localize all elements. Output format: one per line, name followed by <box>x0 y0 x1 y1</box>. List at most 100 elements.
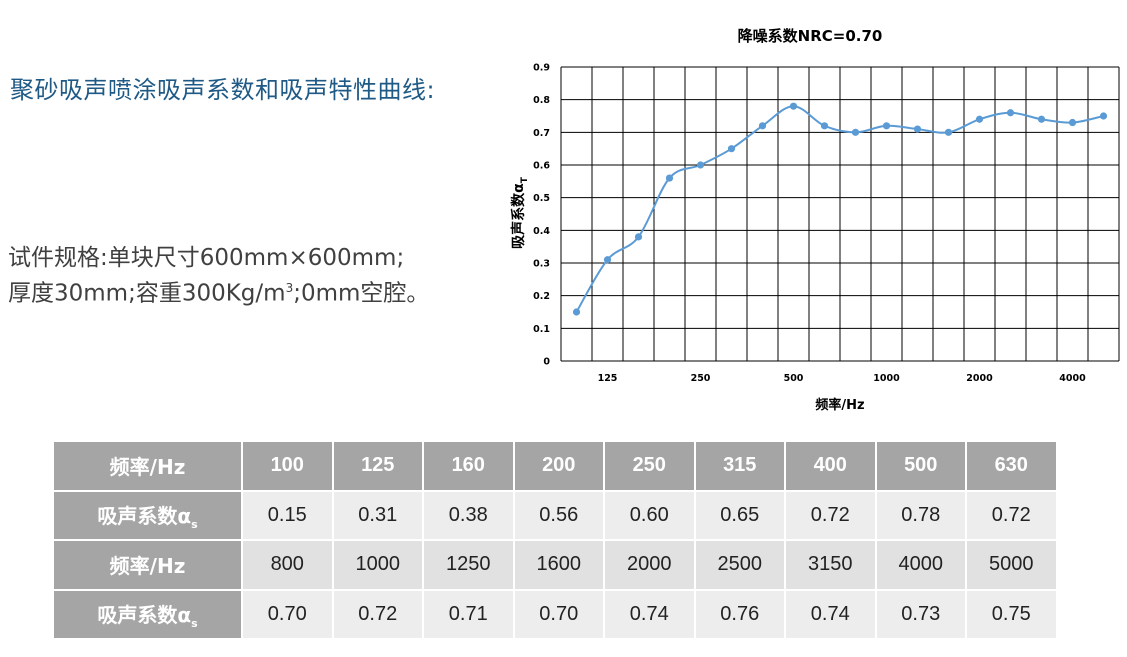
y-tick-label: 0.7 <box>533 128 550 139</box>
table-cell: 0.56 <box>512 489 605 541</box>
spec-superscript: 3 <box>285 281 294 295</box>
table-cell: 4000 <box>874 539 967 591</box>
coef-header-label: 吸声系数α <box>97 602 192 627</box>
table-row-frequency-2: 频率/Hz 800 1000 1250 1600 2000 2500 3150 … <box>52 539 1058 591</box>
freq-header-2: 频率/Hz <box>52 539 243 591</box>
data-point <box>820 122 829 130</box>
chart-grid <box>560 66 1120 362</box>
table-cell: 0.72 <box>331 588 424 640</box>
table-cell: 125 <box>331 440 424 492</box>
table-cell: 800 <box>241 539 334 591</box>
y-axis-label-main: 吸声系数α <box>510 183 527 249</box>
x-tick-label: 250 <box>691 373 711 384</box>
table-cell: 0.15 <box>241 489 334 541</box>
table-cell: 0.72 <box>784 489 877 541</box>
y-tick-label: 0.2 <box>533 291 550 302</box>
coef-header-sub: s <box>191 517 198 531</box>
table-cell: 0.65 <box>693 489 786 541</box>
y-tick-label: 0.9 <box>533 63 550 74</box>
y-tick-label: 0.3 <box>533 259 550 270</box>
table-cell: 5000 <box>965 539 1058 591</box>
x-tick-labels: 125 250 500 1000 2000 4000 <box>598 373 1087 384</box>
data-point <box>634 233 643 241</box>
data-point <box>1037 115 1046 123</box>
table-cell: 250 <box>603 440 696 492</box>
table-cell: 0.74 <box>784 588 877 640</box>
table-row-frequency-1: 频率/Hz 100 125 160 200 250 315 400 500 63… <box>52 440 1058 492</box>
data-point <box>758 122 767 130</box>
table-cell: 630 <box>965 440 1058 492</box>
x-axis-label: 频率/Hz <box>815 397 864 413</box>
table-cell: 0.31 <box>331 489 424 541</box>
table-cell: 2000 <box>603 539 696 591</box>
spec-line-2-b: ;0mm空腔。 <box>293 280 430 307</box>
y-axis-label: 吸声系数αT <box>510 176 530 249</box>
table-cell: 0.78 <box>874 489 967 541</box>
table-cell: 0.38 <box>422 489 515 541</box>
data-point <box>665 174 674 182</box>
data-point <box>944 128 953 136</box>
table-cell: 0.72 <box>965 489 1058 541</box>
x-tick-label: 1000 <box>873 373 900 384</box>
table-cell: 0.76 <box>693 588 786 640</box>
data-point <box>572 308 581 316</box>
table-cell: 160 <box>422 440 515 492</box>
freq-header-1: 频率/Hz <box>52 440 243 492</box>
table-row-coefficient-2: 吸声系数αs 0.70 0.72 0.71 0.70 0.74 0.76 0.7… <box>52 588 1058 640</box>
table-cell: 200 <box>512 440 605 492</box>
table-cell: 500 <box>874 440 967 492</box>
series-points <box>572 102 1108 316</box>
x-tick-label: 2000 <box>966 373 993 384</box>
table-cell: 400 <box>784 440 877 492</box>
table-cell: 315 <box>693 440 786 492</box>
coef-header-sub: s <box>191 616 198 630</box>
y-tick-labels: 0 0.1 0.2 0.3 0.4 0.5 0.6 0.7 0.8 0.9 <box>533 63 550 368</box>
table-cell: 0.74 <box>603 588 696 640</box>
y-axis-label-sub: T <box>520 176 530 183</box>
coef-header-label: 吸声系数α <box>97 503 192 528</box>
table-cell: 3150 <box>784 539 877 591</box>
table-cell: 0.60 <box>603 489 696 541</box>
table-row-coefficient-1: 吸声系数αs 0.15 0.31 0.38 0.56 0.60 0.65 0.7… <box>52 489 1058 541</box>
spec-line-2: 厚度30mm;容重300Kg/m3;0mm空腔。 <box>8 273 429 309</box>
data-point <box>975 115 984 123</box>
x-tick-label: 4000 <box>1059 373 1086 384</box>
table-cell: 1000 <box>331 539 424 591</box>
coef-header-2: 吸声系数αs <box>52 588 243 640</box>
table-cell: 0.70 <box>512 588 605 640</box>
data-point <box>789 102 798 110</box>
data-point <box>1068 118 1077 127</box>
absorption-table: 频率/Hz 100 125 160 200 250 315 400 500 63… <box>52 440 1058 640</box>
table-cell: 1600 <box>512 539 605 591</box>
data-point <box>1099 112 1108 120</box>
data-point <box>1006 109 1015 117</box>
absorption-chart: 降噪系数NRC=0.70 0 0.1 0.2 0.3 0.4 0.5 0.6 0.7 0.8 0.… <box>510 27 1120 413</box>
data-point <box>851 128 860 136</box>
table-cell: 0.71 <box>422 588 515 640</box>
specimen-spec: 试件规格:单块尺寸600mm×600mm; 厚度30mm;容重300Kg/m3;… <box>8 243 429 309</box>
spec-line-2-a: 厚度30mm;容重300Kg/m <box>8 280 286 307</box>
chart-title: 降噪系数NRC=0.70 <box>738 27 883 45</box>
data-point <box>603 256 612 264</box>
data-point <box>913 125 922 133</box>
table-cell: 1250 <box>422 539 515 591</box>
table-cell: 0.73 <box>874 588 967 640</box>
x-tick-label: 125 <box>598 373 618 384</box>
data-point <box>696 161 705 169</box>
table-cell: 0.75 <box>965 588 1058 640</box>
table-cell: 2500 <box>693 539 786 591</box>
coef-header-1: 吸声系数αs <box>52 489 243 541</box>
data-point <box>727 145 736 153</box>
table-cell: 0.70 <box>241 588 334 640</box>
y-tick-label: 0.5 <box>533 193 550 204</box>
table-cell: 100 <box>241 440 334 492</box>
y-tick-label: 0 <box>543 357 550 368</box>
y-tick-label: 0.1 <box>533 324 550 335</box>
x-tick-label: 500 <box>784 373 804 384</box>
y-tick-label: 0.4 <box>533 226 550 237</box>
y-tick-label: 0.6 <box>533 161 550 172</box>
y-tick-label: 0.8 <box>533 95 550 106</box>
spec-line-1: 试件规格:单块尺寸600mm×600mm; <box>8 245 405 271</box>
data-point <box>882 122 891 130</box>
page-title: 聚砂吸声喷涂吸声系数和吸声特性曲线: <box>10 76 436 104</box>
